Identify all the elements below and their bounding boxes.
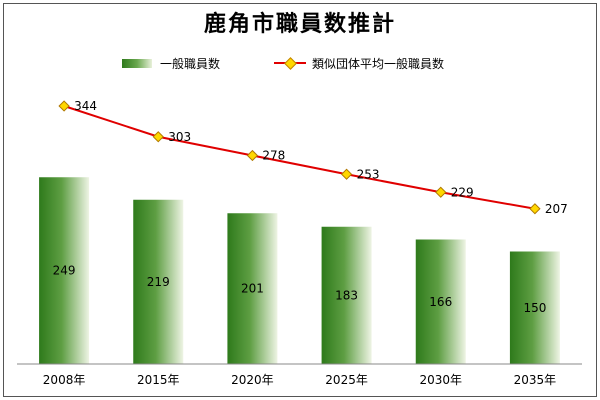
line-point xyxy=(152,131,164,143)
x-tick-label: 2035年 xyxy=(514,373,557,387)
bar-value-label: 150 xyxy=(523,301,546,315)
line-point xyxy=(58,100,70,112)
chart-legend: 一般職員数 類似団体平均一般職員数 xyxy=(0,54,600,72)
bar xyxy=(509,251,560,364)
line-value-label: 344 xyxy=(74,99,97,113)
bar xyxy=(133,199,184,364)
legend-item-line: 類似団体平均一般職員数 xyxy=(274,54,444,72)
bar-value-label: 183 xyxy=(335,288,358,302)
bar-value-label: 166 xyxy=(429,295,452,309)
legend-bar-label: 一般職員数 xyxy=(160,56,221,71)
line-value-label: 229 xyxy=(451,185,474,199)
chart-title: 鹿角市職員数推計 xyxy=(203,12,396,37)
bar-value-label: 249 xyxy=(53,264,76,278)
line-series xyxy=(63,105,536,210)
bar xyxy=(321,226,372,364)
legend-line-label: 類似団体平均一般職員数 xyxy=(312,56,445,71)
line-point xyxy=(529,203,541,215)
bar xyxy=(227,213,278,364)
chart-frame xyxy=(3,3,597,397)
x-tick-label: 2008年 xyxy=(43,373,86,387)
x-tick-label: 2020年 xyxy=(231,373,274,387)
line-point xyxy=(435,186,447,198)
bar-value-label: 219 xyxy=(147,275,170,289)
bar-value-label: 201 xyxy=(241,282,264,296)
line-value-label: 207 xyxy=(545,202,568,216)
legend-item-bar: 一般職員数 xyxy=(122,54,220,72)
line-point xyxy=(246,149,259,162)
line-point xyxy=(340,168,353,180)
line-value-label: 253 xyxy=(357,167,380,181)
line-value-label: 303 xyxy=(168,130,191,144)
x-tick-label: 2025年 xyxy=(325,373,368,387)
x-tick-label: 2015年 xyxy=(137,373,180,387)
legend-line-swatch xyxy=(274,54,306,72)
legend-bar-swatch xyxy=(122,58,152,68)
bar xyxy=(39,177,90,364)
bar xyxy=(415,239,466,364)
x-tick-label: 2030年 xyxy=(419,373,462,387)
line-value-label: 278 xyxy=(262,149,285,163)
